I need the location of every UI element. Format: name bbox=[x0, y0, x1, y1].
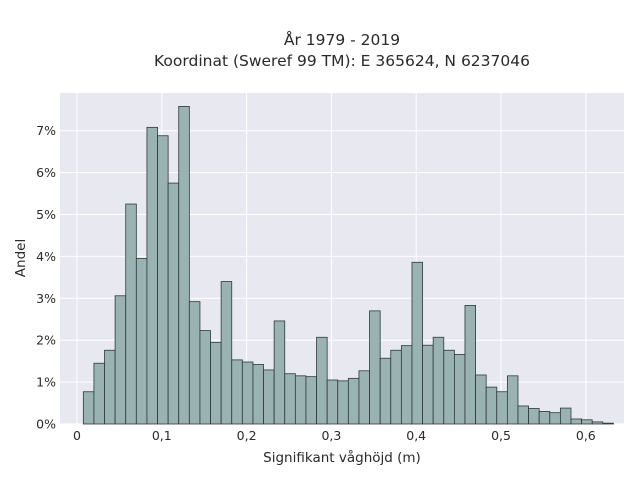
histogram-bar-20 bbox=[294, 375, 307, 425]
histogram-bar-28 bbox=[379, 357, 392, 425]
x-tick-label-5: 0,5 bbox=[491, 428, 511, 443]
histogram-bar-14 bbox=[231, 359, 243, 425]
histogram-bar-8 bbox=[167, 182, 180, 425]
histogram-bar-25 bbox=[347, 377, 360, 425]
x-tick-label-3: 0,3 bbox=[321, 428, 341, 443]
y-tick-label-6: 6% bbox=[36, 165, 56, 180]
histogram-bars bbox=[82, 106, 614, 425]
histogram-bar-32 bbox=[422, 344, 434, 425]
y-axis-title: Andel bbox=[13, 239, 29, 277]
histogram-bar-16 bbox=[252, 364, 264, 425]
histogram-bar-36 bbox=[464, 305, 476, 425]
histogram-bar-0 bbox=[82, 391, 95, 425]
x-axis-ticks: 0 0,1 0,2 0,3 0,4 0,5 0,6 bbox=[73, 428, 596, 443]
histogram-bar-29 bbox=[390, 349, 402, 425]
histogram-bar-39 bbox=[496, 391, 508, 425]
histogram-bar-3 bbox=[114, 295, 127, 425]
histogram-bar-11 bbox=[199, 330, 211, 425]
y-tick-label-7: 7% bbox=[36, 123, 56, 138]
histogram-bar-21 bbox=[305, 376, 317, 425]
histogram-bar-5 bbox=[135, 258, 148, 425]
histogram-bar-38 bbox=[485, 386, 498, 425]
histogram-bar-31 bbox=[411, 261, 423, 425]
histogram-bar-47 bbox=[581, 419, 593, 425]
histogram-bar-7 bbox=[157, 135, 169, 425]
histogram-bar-9 bbox=[178, 106, 190, 425]
histogram-bar-19 bbox=[284, 373, 296, 425]
histogram-bar-37 bbox=[475, 374, 487, 425]
histogram-bar-22 bbox=[316, 336, 328, 425]
histogram-bar-17 bbox=[263, 369, 275, 425]
histogram-bar-30 bbox=[400, 345, 413, 425]
histogram-bar-24 bbox=[337, 380, 349, 425]
y-tick-label-4: 4% bbox=[36, 249, 56, 264]
histogram-bar-4 bbox=[125, 203, 137, 425]
histogram-bar-13 bbox=[220, 281, 233, 425]
y-tick-label-5: 5% bbox=[36, 207, 56, 222]
x-tick-label-6: 0,6 bbox=[576, 428, 596, 443]
y-tick-label-1: 1% bbox=[36, 375, 56, 390]
histogram-bar-33 bbox=[432, 336, 445, 425]
histogram-bar-26 bbox=[358, 370, 370, 425]
x-tick-label-2: 0,2 bbox=[237, 428, 257, 443]
y-tick-label-0: 0% bbox=[36, 417, 56, 432]
histogram-bar-43 bbox=[538, 411, 551, 425]
histogram-bar-49 bbox=[602, 422, 614, 425]
histogram-bar-42 bbox=[528, 408, 540, 425]
histogram-bar-46 bbox=[570, 418, 582, 425]
histogram-bar-23 bbox=[326, 379, 339, 425]
histogram-bar-34 bbox=[443, 349, 455, 425]
histogram-bar-48 bbox=[591, 421, 604, 425]
histogram-bar-18 bbox=[273, 320, 286, 425]
x-axis-title: Signifikant våghöjd (m) bbox=[263, 449, 421, 466]
x-tick-label-0: 0 bbox=[73, 428, 81, 443]
y-axis-ticks: 0% 1% 2% 3% 4% 5% 6% 7% bbox=[36, 123, 56, 431]
chart-title-line2: Koordinat (Sweref 99 TM): E 365624, N 62… bbox=[154, 52, 530, 70]
chart-title-line1: År 1979 - 2019 bbox=[284, 30, 400, 49]
y-tick-label-3: 3% bbox=[36, 291, 56, 306]
histogram-bar-41 bbox=[517, 405, 529, 425]
histogram-bar-40 bbox=[506, 375, 519, 425]
y-tick-label-2: 2% bbox=[36, 333, 56, 348]
histogram-bar-1 bbox=[93, 362, 105, 425]
histogram-bar-10 bbox=[188, 301, 201, 425]
histogram-bar-12 bbox=[210, 341, 222, 425]
histogram-bar-2 bbox=[104, 349, 116, 425]
histogram-bar-15 bbox=[241, 361, 254, 425]
histogram-bar-44 bbox=[549, 412, 561, 425]
histogram-bar-35 bbox=[453, 354, 466, 425]
x-tick-label-1: 0,1 bbox=[152, 428, 172, 443]
histogram-bar-45 bbox=[559, 407, 572, 425]
histogram-bar-6 bbox=[146, 126, 158, 425]
x-tick-label-4: 0,4 bbox=[406, 428, 426, 443]
histogram-bar-27 bbox=[369, 310, 381, 425]
